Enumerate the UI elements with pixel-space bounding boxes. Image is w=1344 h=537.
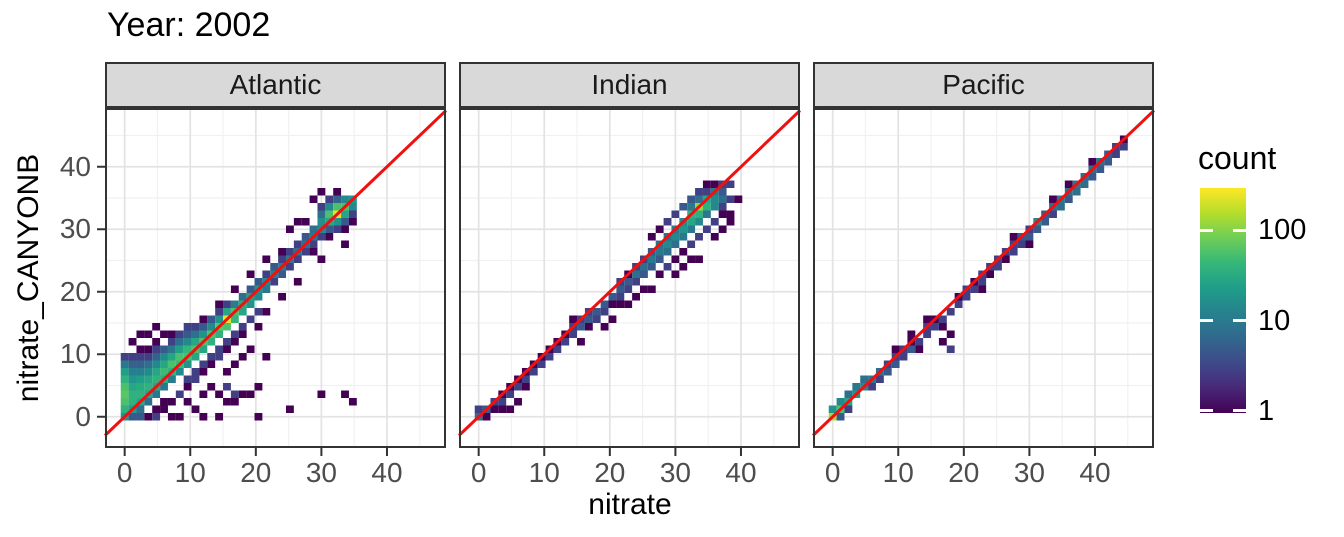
identity-line [457, 109, 802, 437]
y-axis-title: nitrate_CANYONB [12, 153, 45, 403]
x-tick-label: 20 [948, 457, 980, 488]
axis-ticks [97, 165, 388, 456]
axis-ticks [477, 448, 742, 456]
x-tick-label: 20 [240, 457, 272, 488]
x-tick-label: 40 [1079, 457, 1111, 488]
x-tick-label: 0 [470, 457, 487, 488]
axis-ticks [831, 448, 1096, 456]
x-tick-label: 40 [371, 457, 403, 488]
x-tick-label: 30 [659, 457, 691, 488]
x-tick-label: 0 [824, 457, 841, 488]
y-tick-label: 40 [59, 150, 91, 182]
x-tick-label: 10 [882, 457, 914, 488]
bin2d-layer [120, 188, 357, 421]
legend-tick-right-icon [1233, 228, 1246, 232]
legend-tick-label: 1 [1258, 394, 1275, 427]
facet-panel-pacific [811, 108, 1156, 456]
x-tick-label: 10 [528, 457, 560, 488]
panel-border [105, 108, 446, 448]
legend-colorbar [1200, 188, 1246, 413]
x-tick-label: 30 [1013, 457, 1045, 488]
facet-strip-pacific: Pacific [813, 62, 1154, 108]
plot-title: Year: 2002 [107, 6, 271, 44]
x-tick-label: 40 [725, 457, 757, 488]
panel-border [459, 108, 800, 448]
facet-strip-atlantic: Atlantic [105, 62, 446, 108]
x-tick-label: 0 [116, 457, 133, 488]
y-tick-label: 0 [75, 400, 91, 432]
facet-panel-indian [457, 108, 802, 456]
legend-tick-label: 10 [1258, 304, 1291, 337]
y-tick-label: 10 [59, 338, 91, 370]
facet-panel-atlantic [97, 108, 448, 456]
legend-tick-label: 100 [1258, 214, 1307, 247]
x-tick-label: 10 [174, 457, 206, 488]
legend-tick-left-icon [1200, 228, 1213, 232]
facet-strip-indian: Indian [459, 62, 800, 108]
legend-tick-left-icon [1200, 319, 1213, 323]
x-tick-label: 30 [305, 457, 337, 488]
legend-tick-right-icon [1233, 409, 1246, 413]
y-tick-label: 20 [59, 275, 91, 307]
identity-line [811, 109, 1156, 437]
panel-border [813, 108, 1154, 448]
y-tick-label: 30 [59, 213, 91, 245]
legend-tick-left-icon [1200, 409, 1213, 413]
gridlines-minor [813, 108, 1154, 448]
legend-title: count [1198, 140, 1277, 176]
x-axis-title: nitrate [588, 488, 672, 521]
x-tick-label: 20 [594, 457, 626, 488]
identity-line [103, 109, 448, 437]
legend-tick-right-icon [1233, 319, 1246, 323]
